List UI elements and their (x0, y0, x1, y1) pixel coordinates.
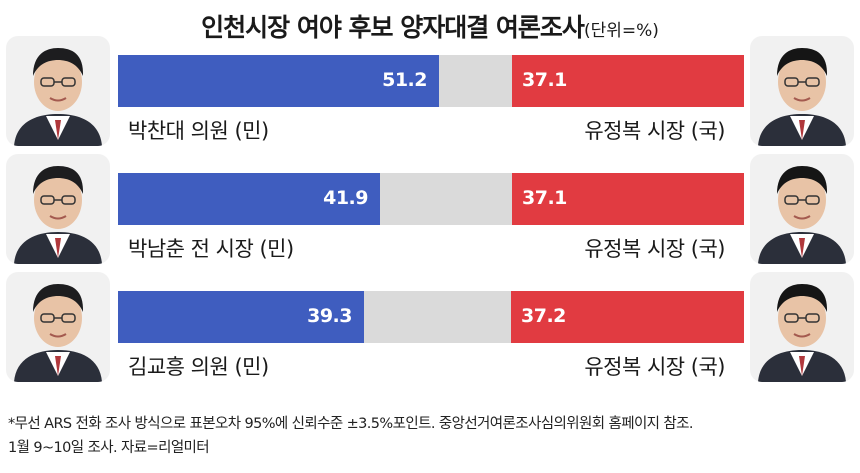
bar-track-1: 51.2 37.1 (118, 55, 744, 107)
candidate-photo-right-2 (750, 154, 854, 264)
value-label-right-1: 37.1 (522, 69, 567, 91)
portrait-icon (758, 284, 846, 382)
candidate-name-left-2: 박남춘 전 시장 (민) (128, 237, 294, 261)
value-label-left-2: 41.9 (323, 187, 368, 209)
portrait-icon (14, 166, 102, 264)
value-label-right-2: 37.1 (522, 187, 567, 209)
candidate-photo-right-1 (750, 36, 854, 146)
bar-right-3: 37.2 (511, 291, 744, 343)
candidate-name-left-1: 박찬대 의원 (민) (128, 119, 269, 143)
footnote-line-2: 1월 9~10일 조사. 자료=리얼미터 (8, 440, 210, 456)
candidate-photo-left-1 (6, 36, 110, 146)
value-label-right-3: 37.2 (521, 305, 566, 327)
candidate-name-left-3: 김교흥 의원 (민) (128, 355, 269, 379)
bar-left-3: 39.3 (118, 291, 364, 343)
footnote-line-1: *무선 ARS 전화 조사 방식으로 표본오차 95%에 신뢰수준 ±3.5%포… (8, 416, 694, 432)
bar-right-1: 37.1 (512, 55, 744, 107)
candidate-photo-left-2 (6, 154, 110, 264)
portrait-icon (14, 48, 102, 146)
bar-left-1: 51.2 (118, 55, 439, 107)
bar-right-2: 37.1 (512, 173, 744, 225)
footnote: *무선 ARS 전화 조사 방식으로 표본오차 95%에 신뢰수준 ±3.5%포… (8, 412, 858, 460)
candidate-photo-right-3 (750, 272, 854, 382)
matchup-row-1: 51.2 37.1 박찬대 의원 (민) 유정복 시장 (국) (0, 36, 860, 152)
value-label-left-1: 51.2 (382, 69, 427, 91)
matchup-row-2: 41.9 37.1 박남춘 전 시장 (민) 유정복 시장 (국) (0, 154, 860, 270)
unit-label: (단위=%) (583, 21, 659, 41)
chart-title-text: 인천시장 여야 후보 양자대결 여론조사 (201, 13, 585, 42)
candidate-name-right-1: 유정복 시장 (국) (584, 119, 725, 143)
candidate-photo-left-3 (6, 272, 110, 382)
portrait-icon (14, 284, 102, 382)
chart-title: 인천시장 여야 후보 양자대결 여론조사(단위=%) (0, 8, 860, 44)
matchup-row-3: 39.3 37.2 김교흥 의원 (민) 유정복 시장 (국) (0, 272, 860, 388)
bar-track-3: 39.3 37.2 (118, 291, 744, 343)
bar-left-2: 41.9 (118, 173, 380, 225)
candidate-name-right-2: 유정복 시장 (국) (584, 237, 725, 261)
value-label-left-3: 39.3 (307, 305, 352, 327)
candidate-name-right-3: 유정복 시장 (국) (584, 355, 725, 379)
portrait-icon (758, 166, 846, 264)
portrait-icon (758, 48, 846, 146)
bar-track-2: 41.9 37.1 (118, 173, 744, 225)
